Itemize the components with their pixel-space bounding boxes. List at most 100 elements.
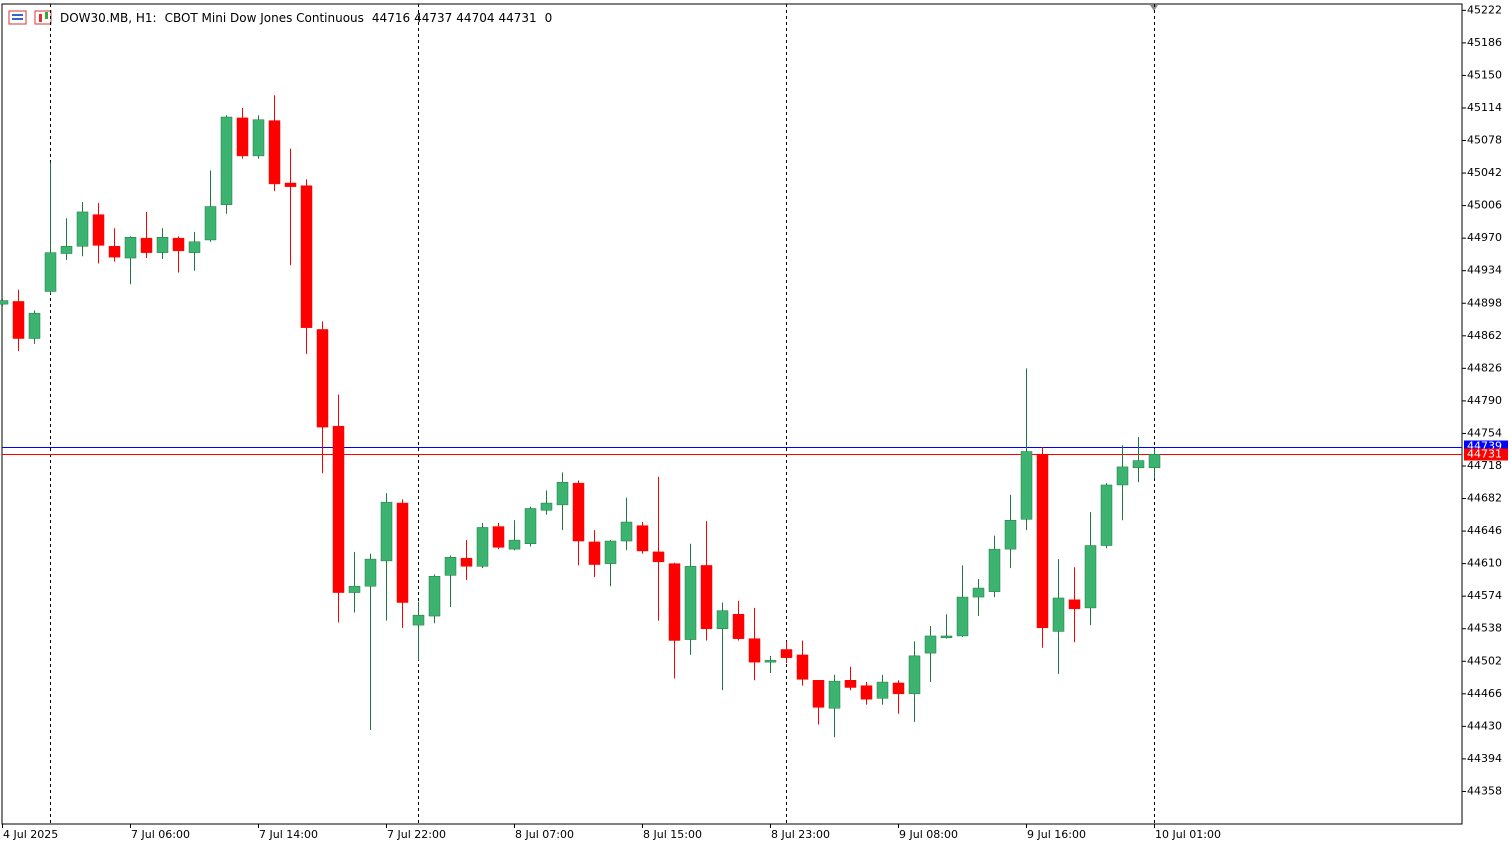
- candle-body: [828, 680, 841, 709]
- candle-body: [188, 241, 201, 253]
- candle-body: [108, 246, 121, 258]
- candle-body: [1116, 466, 1129, 486]
- y-tick-label: 44502: [1467, 654, 1502, 667]
- candle-body: [876, 681, 889, 699]
- candle-body: [204, 206, 217, 241]
- candle-body: [396, 502, 409, 603]
- candle-body: [76, 211, 89, 247]
- high: 44737: [414, 11, 452, 25]
- candle-body: [780, 649, 793, 658]
- candle-body: [748, 638, 761, 663]
- candle-body: [92, 214, 105, 246]
- candle-body: [1004, 519, 1017, 550]
- candle-body: [364, 558, 377, 587]
- candle-body: [380, 501, 393, 562]
- bid-box: [1464, 448, 1508, 461]
- icon: [12, 18, 23, 20]
- candle-body: [796, 654, 809, 680]
- y-tick-label: 44754: [1467, 426, 1502, 439]
- candle-body: [844, 680, 857, 688]
- icon: [45, 12, 48, 19]
- candle-body: [572, 482, 585, 542]
- y-tick-label: 44358: [1467, 784, 1502, 797]
- x-tick-label: 10 Jul 01:00: [1155, 828, 1221, 841]
- y-tick-label: 45114: [1467, 101, 1502, 114]
- candle-body: [460, 557, 473, 567]
- candle-body: [300, 185, 313, 328]
- candle-body: [156, 237, 169, 253]
- candle-body: [620, 521, 633, 542]
- y-tick-label: 44574: [1467, 589, 1502, 602]
- candle-body: [12, 301, 25, 339]
- candle-body: [284, 182, 297, 187]
- y-tick-label: 45006: [1467, 199, 1502, 212]
- y-tick-label: 44430: [1467, 719, 1502, 732]
- y-tick-label: 45042: [1467, 166, 1502, 179]
- candle-body: [604, 540, 617, 564]
- candle-body: [1100, 484, 1113, 546]
- candles: [0, 95, 1161, 738]
- candle-body: [476, 527, 489, 567]
- candle-body: [508, 539, 521, 550]
- candle-body: [140, 237, 153, 253]
- icon: [12, 14, 23, 16]
- y-tick-label: 44898: [1467, 296, 1502, 309]
- candle-body: [972, 587, 985, 598]
- chart-header: DOW30.MB, H1: CBOT Mini Dow Jones Continu…: [60, 11, 552, 25]
- candle-body: [700, 565, 713, 629]
- candle-body: [236, 117, 249, 157]
- icon: [39, 14, 42, 22]
- candle-body: [1132, 460, 1145, 469]
- x-tick-label: 7 Jul 22:00: [387, 828, 446, 841]
- candle-body: [540, 502, 553, 511]
- candle-body: [60, 246, 73, 254]
- symbol: DOW30.MB, H1:: [60, 11, 157, 25]
- candle-body: [1148, 453, 1161, 469]
- y-tick-label: 44610: [1467, 557, 1502, 570]
- candle-body: [412, 614, 425, 626]
- candle-body: [348, 585, 361, 593]
- candle-body: [28, 312, 41, 339]
- candle-body: [524, 508, 537, 544]
- y-tick-label: 45078: [1467, 134, 1502, 147]
- candle-body: [940, 635, 953, 639]
- shift-marker: [1150, 5, 1158, 11]
- candle-body: [860, 685, 873, 700]
- candle-body: [1084, 545, 1097, 609]
- y-tick-label: 45186: [1467, 36, 1502, 49]
- candle-body: [732, 614, 745, 639]
- x-tick-label: 9 Jul 16:00: [1027, 828, 1086, 841]
- y-tick-label: 44682: [1467, 492, 1502, 505]
- candle-body: [428, 576, 441, 617]
- x-tick-label: 7 Jul 06:00: [131, 828, 190, 841]
- bid-label: 44731: [1467, 448, 1502, 461]
- candle-body: [924, 635, 937, 654]
- candle-body: [588, 541, 601, 565]
- candle-body: [716, 610, 729, 629]
- x-tick-label: 8 Jul 23:00: [771, 828, 830, 841]
- y-tick-label: 45150: [1467, 68, 1502, 81]
- y-tick-label: 44394: [1467, 752, 1502, 765]
- x-tick-label: 4 Jul 2025: [3, 828, 58, 841]
- candle-body: [636, 525, 649, 552]
- candle-body: [988, 548, 1001, 592]
- candle-body: [892, 682, 905, 695]
- x-tick-label: 7 Jul 14:00: [259, 828, 318, 841]
- x-tick-label: 9 Jul 08:00: [899, 828, 958, 841]
- open: 44716: [372, 11, 410, 25]
- candle-body: [1020, 451, 1033, 520]
- icon: [8, 10, 27, 25]
- candle-body: [316, 329, 329, 428]
- y-tick-label: 44862: [1467, 329, 1502, 342]
- close: 44731: [498, 11, 536, 25]
- candle-body: [44, 252, 57, 292]
- candle-body: [764, 660, 777, 663]
- candle-body: [908, 655, 921, 695]
- low: 44704: [456, 11, 494, 25]
- candle-body: [268, 120, 281, 185]
- y-tick-label: 44538: [1467, 622, 1502, 635]
- description: CBOT Mini Dow Jones Continuous: [165, 11, 364, 25]
- y-tick-label: 44826: [1467, 361, 1502, 374]
- y-tick-label: 44466: [1467, 687, 1502, 700]
